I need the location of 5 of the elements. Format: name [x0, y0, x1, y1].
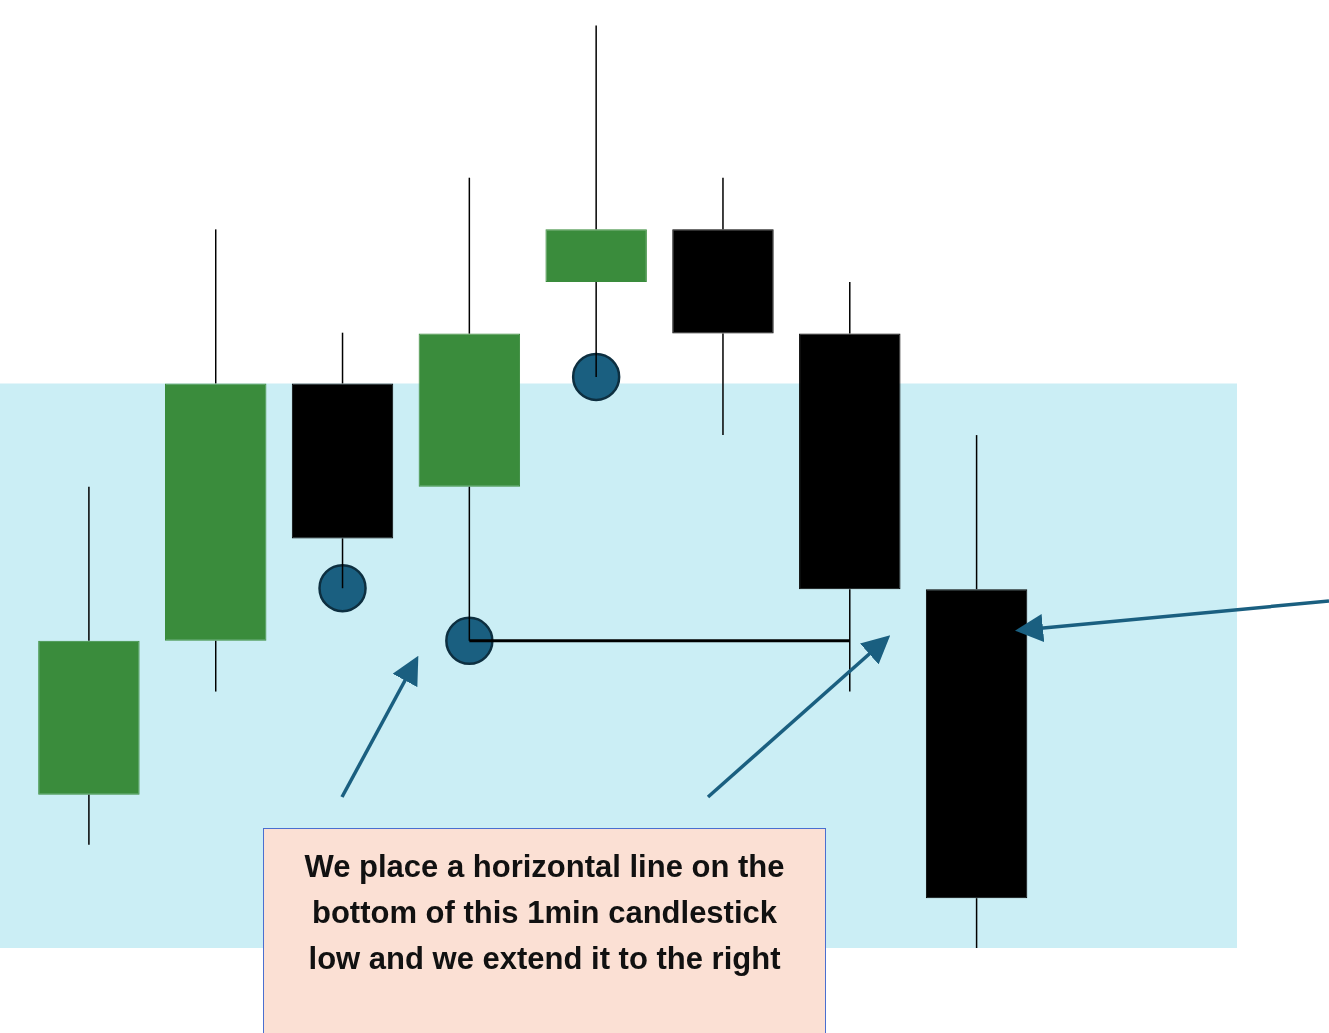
candlestick [38, 486, 140, 846]
candlestick [925, 434, 1028, 949]
candlestick [672, 176, 774, 436]
candlestick [164, 228, 267, 693]
annotation: We place a horizontal line on the bottom of this 1min candlestick low and we extend it to the right [303, 848, 786, 978]
